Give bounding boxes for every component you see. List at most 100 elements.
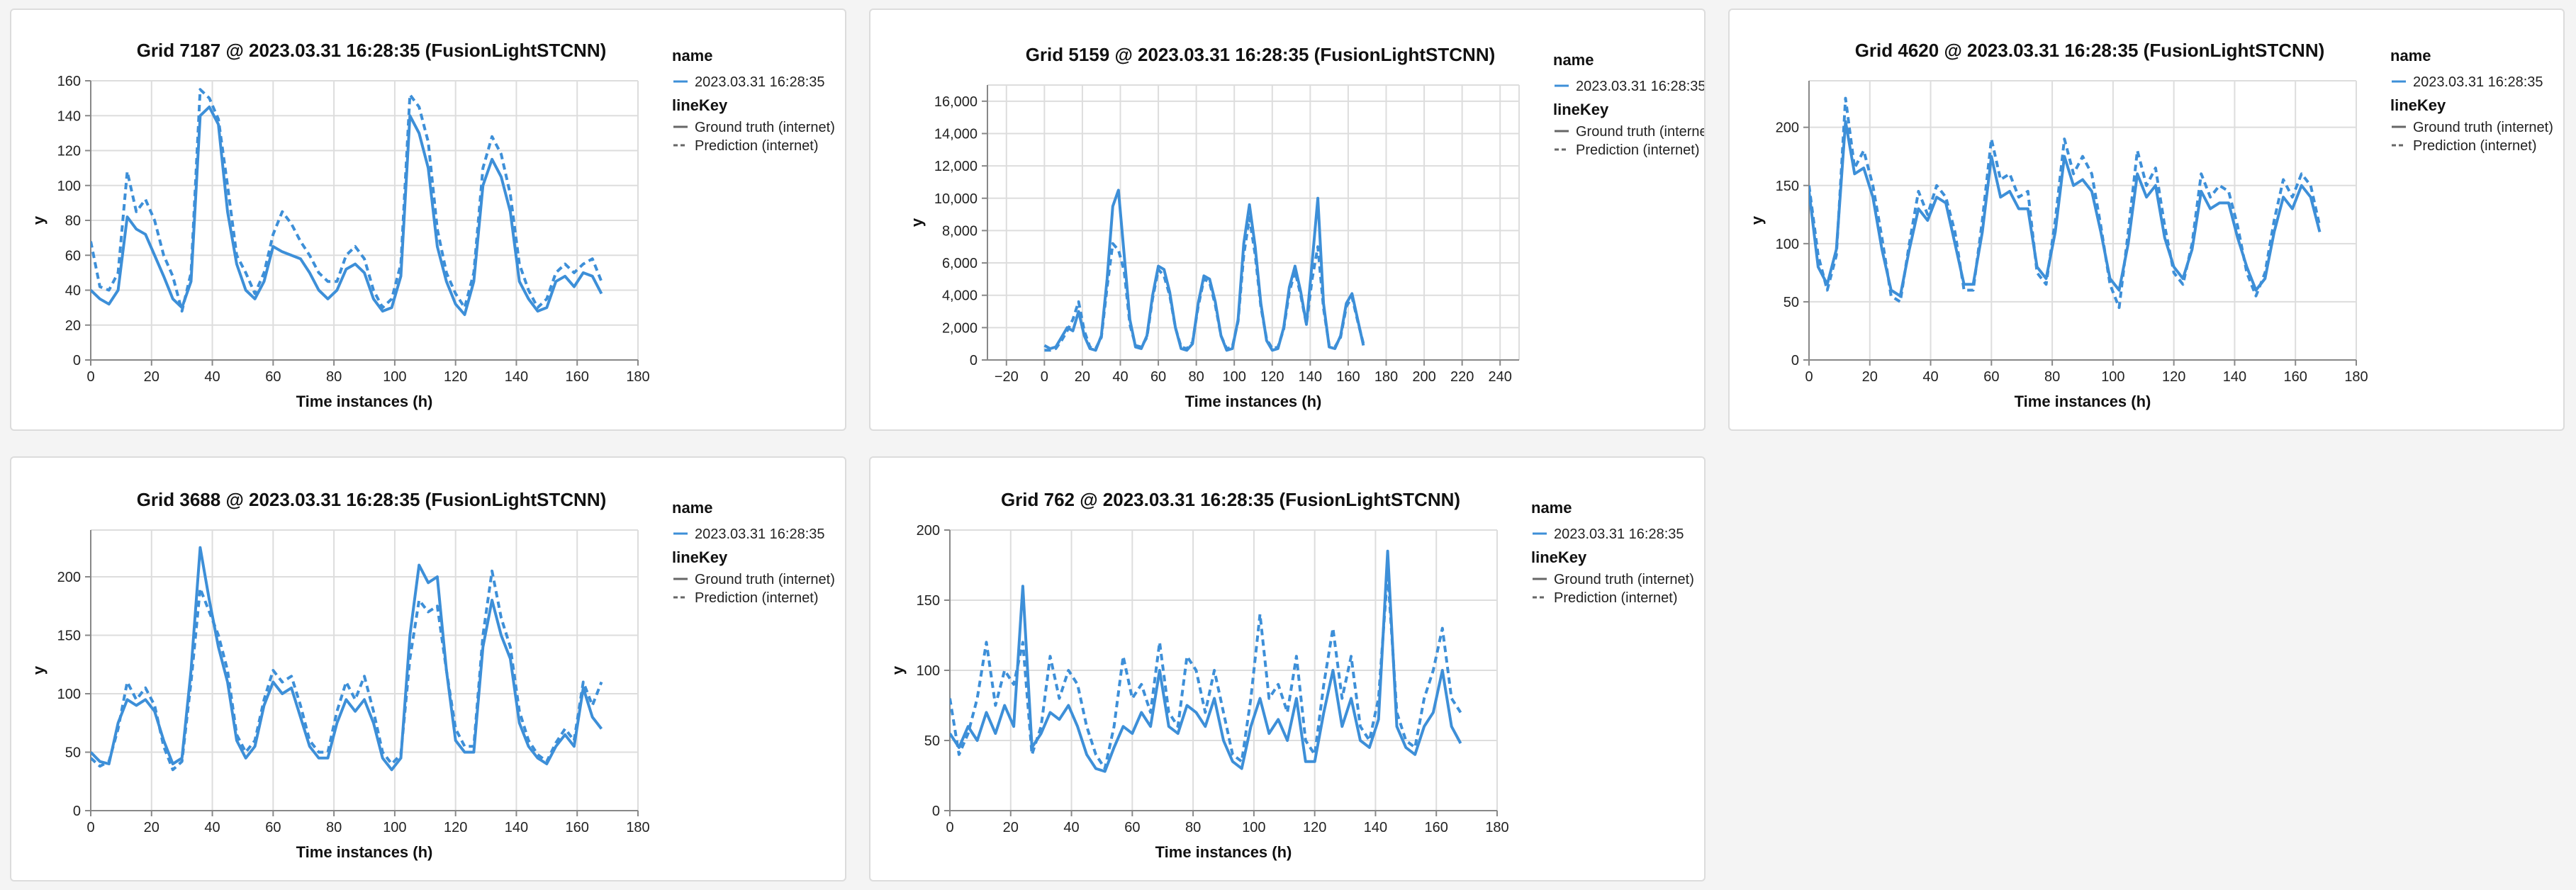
x-tick-label: 160 xyxy=(566,369,589,385)
x-tick-label: 40 xyxy=(204,369,220,385)
legend-linekey-title: lineKey xyxy=(2390,96,2446,114)
y-tick-label: 14,000 xyxy=(934,126,978,142)
legend-name-title: name xyxy=(1531,499,1572,517)
x-tick-label: 140 xyxy=(1299,369,1322,385)
y-tick-label: 100 xyxy=(1776,237,1799,252)
legend-linekey-entry: Ground truth (internet) xyxy=(695,572,835,587)
y-gridlines xyxy=(1809,126,2356,361)
y-tick-label: 120 xyxy=(57,144,81,159)
y-tick-label: 4,000 xyxy=(942,288,978,304)
y-tick-label: 160 xyxy=(57,74,81,89)
y-tick-label: 40 xyxy=(65,283,81,299)
y-gridlines xyxy=(950,529,1497,811)
legend-name-title: name xyxy=(672,47,712,64)
x-tick-label: 160 xyxy=(1336,369,1360,385)
y-tick-label: 50 xyxy=(924,733,940,749)
legend-name-title: name xyxy=(1553,51,1594,69)
y-tick-label: 8,000 xyxy=(942,223,978,239)
legend-linekey-entry: Ground truth (internet) xyxy=(695,120,835,135)
legend-name-title: name xyxy=(672,499,712,517)
x-tick-label: 180 xyxy=(626,820,649,835)
x-tick-label: 20 xyxy=(1862,369,1878,385)
chart-title: Grid 4620 @ 2023.03.31 16:28:35 (FusionL… xyxy=(1855,40,2325,61)
chart-svg: Grid 7187 @ 2023.03.31 16:28:35 (FusionL… xyxy=(30,40,835,410)
y-tick-label: 0 xyxy=(970,353,978,368)
chart-title: Grid 7187 @ 2023.03.31 16:28:35 (FusionL… xyxy=(137,40,607,61)
x-tick-label: 80 xyxy=(2044,369,2060,385)
series-line-prediction xyxy=(950,570,1462,770)
y-tick-label: 80 xyxy=(65,213,81,229)
x-tick-label: 60 xyxy=(265,820,281,835)
y-tick-label: 200 xyxy=(917,523,940,539)
y-tick-labels: 0 50 100 150 200 xyxy=(917,523,950,819)
series-line-prediction xyxy=(1044,216,1365,352)
y-tick-label: 16,000 xyxy=(934,94,978,110)
y-tick-label: 12,000 xyxy=(934,159,978,174)
x-tick-label: 40 xyxy=(1922,369,1938,385)
legend-linekey-entry: Ground truth (internet) xyxy=(1554,572,1694,587)
x-tick-label: 160 xyxy=(1425,820,1448,835)
legend: name 2023.03.31 16:28:35 lineKey Ground tru… xyxy=(672,499,835,606)
chart-title: Grid 762 @ 2023.03.31 16:28:35 (FusionLi… xyxy=(1001,489,1460,510)
y-tick-label: 20 xyxy=(65,318,81,334)
x-tick-label: 180 xyxy=(2344,369,2368,385)
series-group xyxy=(91,546,603,772)
x-tick-label: 20 xyxy=(1003,820,1019,835)
x-tick-label: 80 xyxy=(326,820,342,835)
x-axis-title: Time instances (h) xyxy=(1155,843,1292,861)
x-axis-title: Time instances (h) xyxy=(296,393,433,410)
x-tick-label: 40 xyxy=(204,820,220,835)
chart-title: Grid 3688 @ 2023.03.31 16:28:35 (FusionL… xyxy=(137,489,607,510)
x-tick-label: 100 xyxy=(383,820,406,835)
chart-svg: Grid 4620 @ 2023.03.31 16:28:35 (FusionL… xyxy=(1748,40,2553,410)
chart-card-grid-3688: Grid 3688 @ 2023.03.31 16:28:35 (FusionL… xyxy=(10,456,846,881)
legend-name-entry: 2023.03.31 16:28:35 xyxy=(2413,74,2543,90)
y-tick-label: 0 xyxy=(932,804,940,819)
y-axis-title: y xyxy=(889,665,907,675)
x-tick-label: 120 xyxy=(1260,369,1284,385)
chart-svg: Grid 5159 @ 2023.03.31 16:28:35 (FusionL… xyxy=(908,44,1704,410)
y-tick-label: 50 xyxy=(1783,295,1799,310)
y-tick-labels: 0 50 100 150 200 xyxy=(57,570,91,819)
x-tick-label: 160 xyxy=(2284,369,2307,385)
x-tick-label: 100 xyxy=(1242,820,1265,835)
series-line-ground-truth xyxy=(1043,188,1365,352)
y-gridlines xyxy=(91,576,638,811)
chart-card-grid-7187: Grid 7187 @ 2023.03.31 16:28:35 (FusionL… xyxy=(10,9,846,431)
legend-name-entry: 2023.03.31 16:28:35 xyxy=(695,74,825,90)
y-tick-label: 100 xyxy=(57,687,81,702)
y-axis-title: y xyxy=(908,218,926,227)
chart-svg: Grid 3688 @ 2023.03.31 16:28:35 (FusionL… xyxy=(30,489,835,861)
x-tick-label: 0 xyxy=(946,820,953,835)
x-tick-label: 180 xyxy=(1374,369,1398,385)
series-group xyxy=(1809,96,2322,310)
y-tick-label: 200 xyxy=(57,570,81,585)
legend-name-title: name xyxy=(2390,47,2431,64)
series-line-ground-truth xyxy=(91,546,603,772)
y-tick-label: 100 xyxy=(917,663,940,679)
series-line-prediction xyxy=(91,88,603,313)
legend-name-entry: 2023.03.31 16:28:35 xyxy=(695,526,825,542)
y-tick-label: 2,000 xyxy=(942,320,978,336)
legend-linekey-title: lineKey xyxy=(672,96,728,114)
x-tick-label: 60 xyxy=(1150,369,1166,385)
chart-card-grid-5159: Grid 5159 @ 2023.03.31 16:28:35 (FusionL… xyxy=(869,9,1706,431)
x-gridlines xyxy=(1005,85,1501,360)
x-tick-label: 140 xyxy=(505,820,528,835)
y-tick-label: 0 xyxy=(73,353,81,368)
legend-linekey-title: lineKey xyxy=(1531,548,1587,566)
legend-linekey-title: lineKey xyxy=(1553,101,1609,118)
y-axis-title: y xyxy=(30,665,47,675)
x-tick-labels: 0 20 40 60 80 100 120 140 160 180 xyxy=(86,360,650,385)
y-tick-labels: 0 50 100 150 200 xyxy=(1776,120,1809,368)
series-line-ground-truth xyxy=(91,105,603,316)
y-tick-label: 6,000 xyxy=(942,256,978,271)
x-tick-label: −20 xyxy=(995,369,1019,385)
legend: name 2023.03.31 16:28:35 lineKey Ground tru… xyxy=(1531,499,1694,606)
x-tick-label: 180 xyxy=(626,369,649,385)
x-tick-label: 20 xyxy=(1075,369,1090,385)
legend: name 2023.03.31 16:28:35 lineKey Ground tru… xyxy=(1553,51,1704,158)
x-tick-labels: 0 20 40 60 80 100 120 140 160 180 xyxy=(1805,360,2368,385)
chart-svg: Grid 762 @ 2023.03.31 16:28:35 (FusionLi… xyxy=(889,489,1694,861)
y-tick-label: 100 xyxy=(57,179,81,194)
